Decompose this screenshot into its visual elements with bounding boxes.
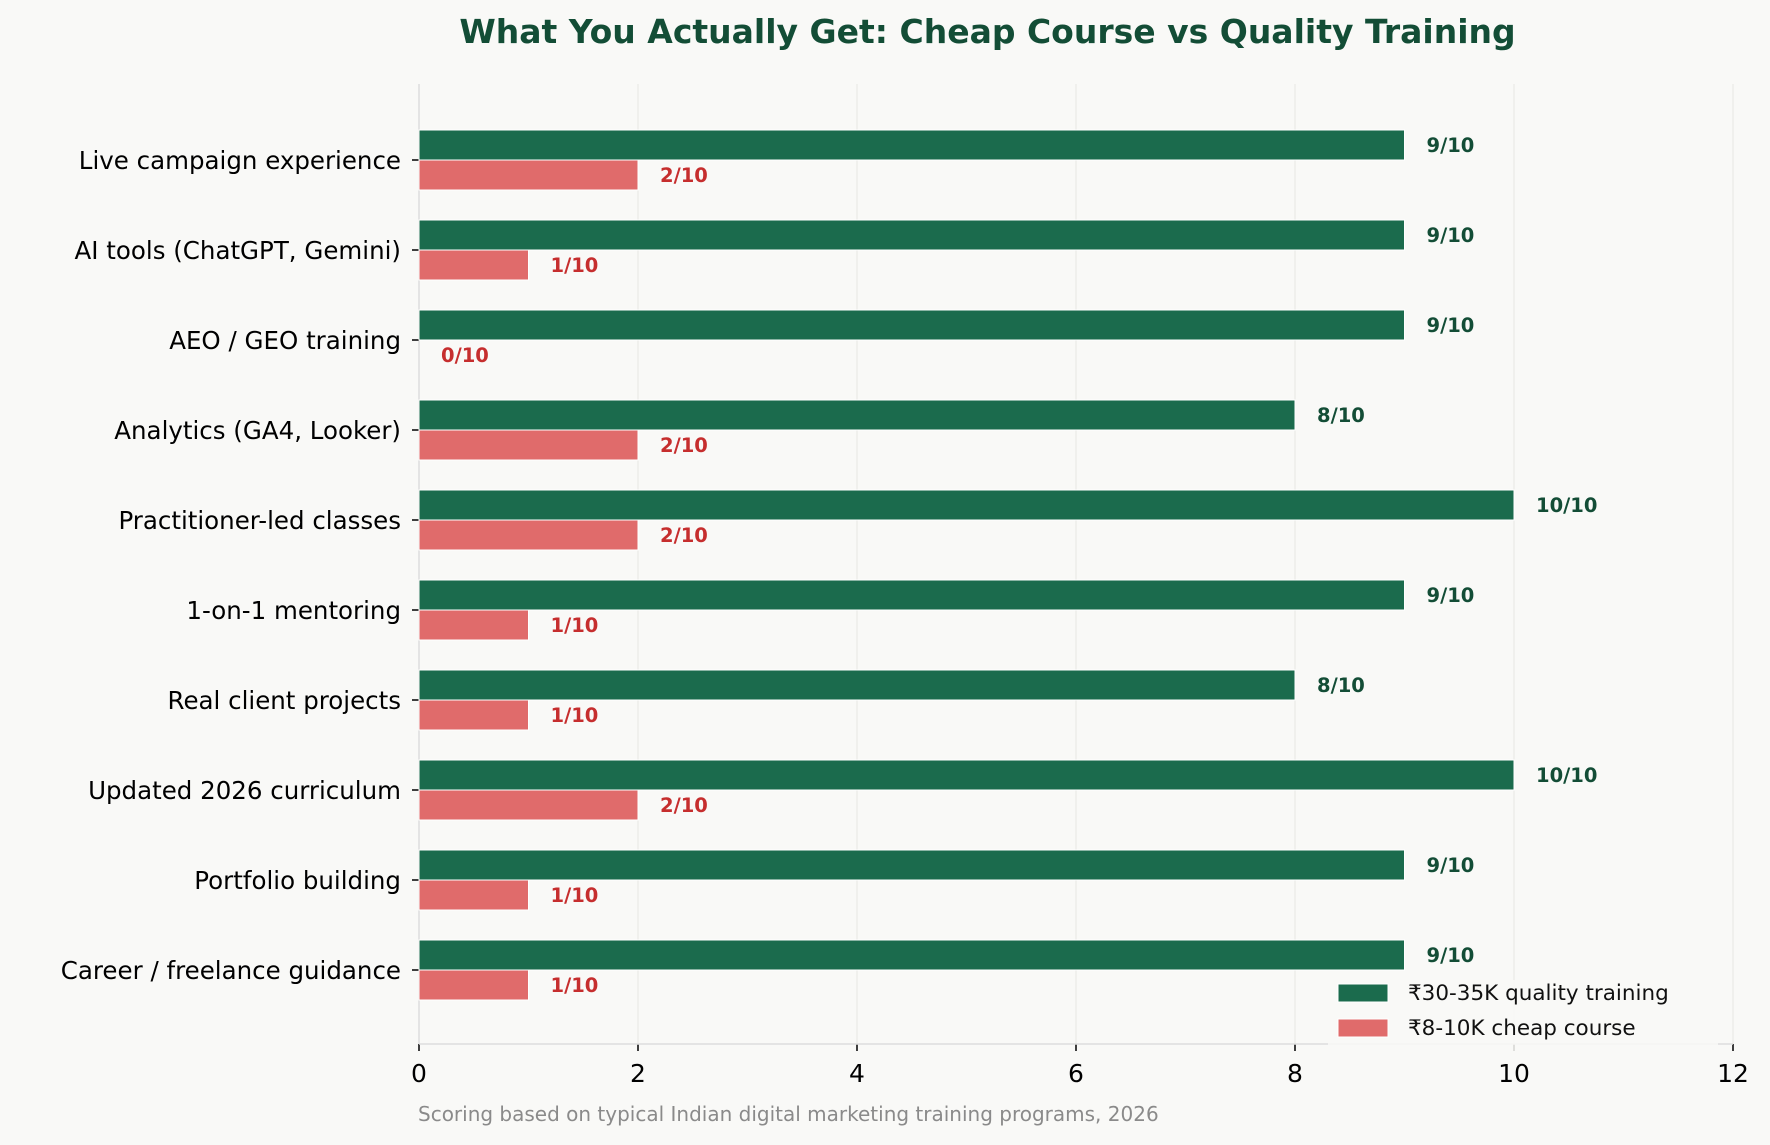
- bar-cheap: [418, 969, 529, 1001]
- x-tick-label: 8: [1287, 1059, 1303, 1088]
- category-label: Live campaign experience: [79, 146, 401, 175]
- data-label: 9/10: [1427, 134, 1475, 157]
- category-label: 1-on-1 mentoring: [186, 596, 401, 625]
- bar-cheap: [418, 159, 639, 191]
- x-tick-label: 4: [849, 1059, 865, 1088]
- category-label: Portfolio building: [194, 866, 401, 895]
- category-label: AEO / GEO training: [169, 326, 401, 355]
- x-tick-label: 10: [1498, 1059, 1530, 1088]
- category-label: Practitioner-led classes: [118, 506, 401, 535]
- chart-title: What You Actually Get: Cheap Course vs Q…: [459, 12, 1516, 51]
- data-label: 1/10: [551, 884, 599, 907]
- legend-box: [1328, 980, 1718, 1058]
- x-tick-label: 2: [630, 1059, 646, 1088]
- data-label: 1/10: [551, 254, 599, 277]
- bar-cheap: [418, 609, 529, 641]
- x-tick-label: 0: [411, 1059, 427, 1088]
- category-label: Analytics (GA4, Looker): [114, 416, 401, 445]
- bar-quality: [418, 579, 1405, 611]
- data-label: 9/10: [1427, 944, 1475, 967]
- bar-quality: [418, 489, 1515, 521]
- bar-quality: [418, 939, 1405, 971]
- data-label: 9/10: [1427, 854, 1475, 877]
- data-label: 2/10: [660, 524, 708, 547]
- data-label: 8/10: [1317, 404, 1365, 427]
- category-label: Real client projects: [168, 686, 401, 715]
- bar-cheap: [418, 249, 529, 281]
- data-label: 8/10: [1317, 674, 1365, 697]
- bar-quality: [418, 849, 1405, 881]
- bar-cheap: [418, 879, 529, 911]
- data-label: 1/10: [551, 704, 599, 727]
- data-label: 10/10: [1536, 764, 1597, 787]
- bar-cheap: [418, 699, 529, 731]
- legend-label: ₹30-35K quality training: [1408, 981, 1669, 1006]
- bar-cheap: [418, 519, 639, 551]
- footnote: Scoring based on typical Indian digital …: [418, 1102, 1159, 1126]
- x-tick-label: 12: [1717, 1059, 1749, 1088]
- data-label: 0/10: [441, 344, 489, 367]
- data-label: 9/10: [1427, 314, 1475, 337]
- category-label: Updated 2026 curriculum: [88, 776, 401, 805]
- data-label: 10/10: [1536, 494, 1597, 517]
- bar-quality: [418, 219, 1405, 251]
- data-label: 9/10: [1427, 224, 1475, 247]
- category-label: Career / freelance guidance: [61, 956, 401, 985]
- bar-quality: [418, 669, 1296, 701]
- bar-quality: [418, 759, 1515, 791]
- data-label: 2/10: [660, 164, 708, 187]
- data-label: 1/10: [551, 614, 599, 637]
- data-label: 1/10: [551, 974, 599, 997]
- data-label: 2/10: [660, 794, 708, 817]
- data-label: 9/10: [1427, 584, 1475, 607]
- bar-cheap: [418, 789, 639, 821]
- legend-swatch: [1337, 1018, 1389, 1038]
- bar-cheap: [418, 429, 639, 461]
- data-label: 2/10: [660, 434, 708, 457]
- x-tick-label: 6: [1068, 1059, 1084, 1088]
- legend-swatch: [1337, 983, 1389, 1003]
- bar-quality: [418, 309, 1405, 341]
- category-label: AI tools (ChatGPT, Gemini): [75, 236, 401, 265]
- bar-quality: [418, 129, 1405, 161]
- legend-label: ₹8-10K cheap course: [1408, 1016, 1636, 1041]
- bar-quality: [418, 399, 1296, 431]
